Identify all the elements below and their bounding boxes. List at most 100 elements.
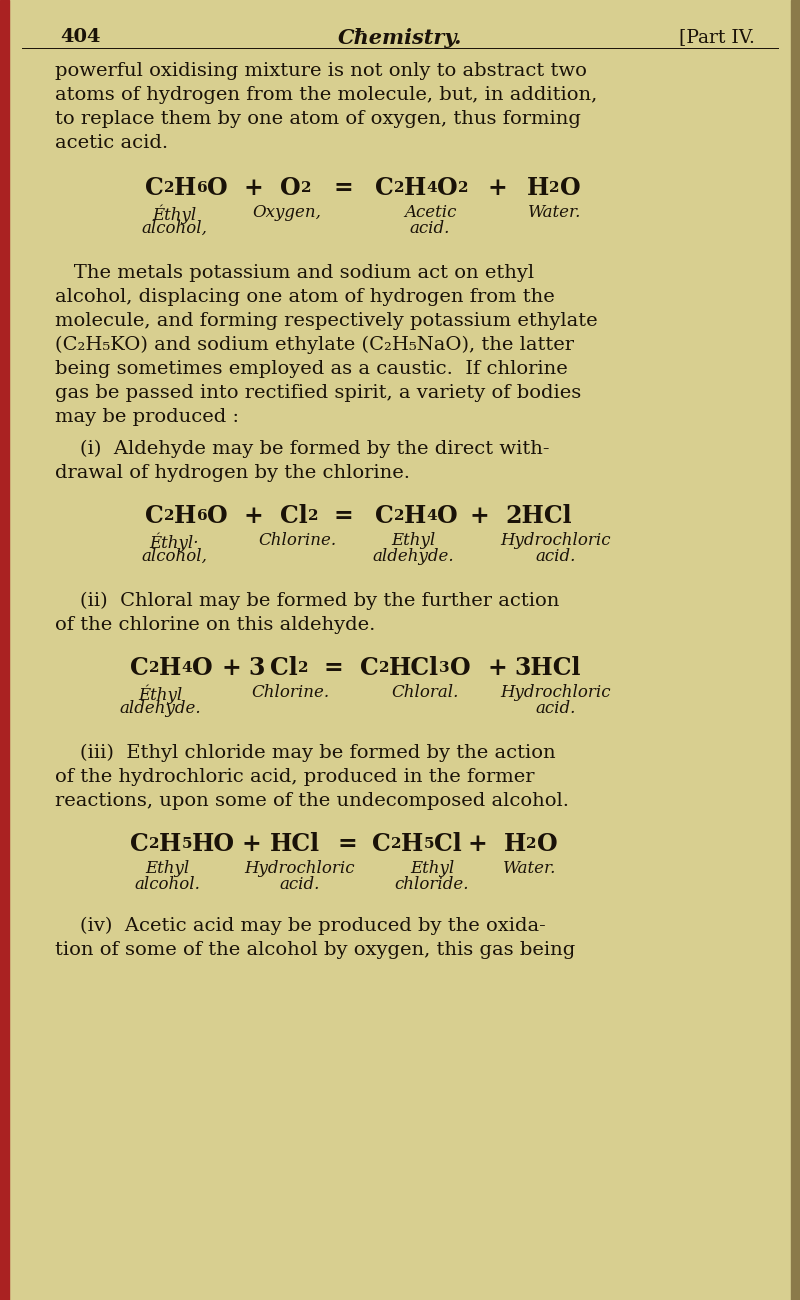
Text: O: O bbox=[438, 176, 458, 200]
Text: 4: 4 bbox=[182, 660, 192, 675]
Text: =: = bbox=[337, 832, 357, 855]
Text: +: + bbox=[470, 504, 490, 528]
Text: Hydrochloric: Hydrochloric bbox=[245, 861, 355, 878]
Text: acid.: acid. bbox=[410, 220, 450, 237]
Text: (iv)  Acetic acid may be produced by the oxida-: (iv) Acetic acid may be produced by the … bbox=[55, 916, 546, 935]
Text: O: O bbox=[438, 504, 458, 528]
Text: H: H bbox=[402, 832, 424, 855]
Text: C: C bbox=[130, 832, 149, 855]
Text: 2: 2 bbox=[149, 837, 159, 852]
Text: 6: 6 bbox=[197, 510, 207, 523]
Text: 2: 2 bbox=[526, 837, 537, 852]
Text: acid.: acid. bbox=[280, 876, 320, 893]
Text: 3HCl: 3HCl bbox=[514, 656, 581, 680]
Text: Cl: Cl bbox=[434, 832, 462, 855]
Text: 2: 2 bbox=[458, 181, 468, 195]
Text: C: C bbox=[130, 656, 149, 680]
Text: to replace them by one atom of oxygen, thus forming: to replace them by one atom of oxygen, t… bbox=[55, 111, 581, 127]
Text: H: H bbox=[159, 656, 182, 680]
Text: C: C bbox=[375, 176, 394, 200]
Text: (C₂H₅KO) and sodium ethylate (C₂H₅NaO), the latter: (C₂H₅KO) and sodium ethylate (C₂H₅NaO), … bbox=[55, 335, 574, 354]
Text: [Part IV.: [Part IV. bbox=[679, 29, 755, 46]
Bar bbox=[791, 0, 800, 1300]
Text: +: + bbox=[243, 504, 262, 528]
Text: H: H bbox=[527, 176, 550, 200]
Text: O: O bbox=[207, 176, 228, 200]
Text: O: O bbox=[450, 656, 470, 680]
Text: Cħemistry.: Cħemistry. bbox=[338, 29, 462, 48]
Text: chloride.: chloride. bbox=[394, 876, 470, 893]
Text: alcohol,: alcohol, bbox=[141, 549, 207, 566]
Text: powerful oxidising mixture is not only to abstract two: powerful oxidising mixture is not only t… bbox=[55, 62, 587, 81]
Text: 2: 2 bbox=[164, 510, 174, 523]
Text: C: C bbox=[375, 504, 394, 528]
Text: C: C bbox=[372, 832, 390, 855]
Bar bbox=[0, 0, 9, 1300]
Text: acid.: acid. bbox=[536, 549, 576, 566]
Text: Chlorine.: Chlorine. bbox=[258, 532, 336, 549]
Text: gas be passed into rectified spirit, a variety of bodies: gas be passed into rectified spirit, a v… bbox=[55, 384, 582, 402]
Text: 2: 2 bbox=[378, 660, 390, 675]
Text: 3: 3 bbox=[439, 660, 450, 675]
Text: C: C bbox=[360, 656, 378, 680]
Text: 3: 3 bbox=[248, 656, 264, 680]
Text: C: C bbox=[145, 504, 164, 528]
Text: O: O bbox=[560, 176, 581, 200]
Text: H: H bbox=[404, 176, 426, 200]
Text: 6: 6 bbox=[197, 181, 207, 195]
Text: O: O bbox=[537, 832, 558, 855]
Text: atoms of hydrogen from the molecule, but, in addition,: atoms of hydrogen from the molecule, but… bbox=[55, 86, 598, 104]
Text: +: + bbox=[243, 176, 262, 200]
Text: 2: 2 bbox=[394, 510, 404, 523]
Text: Water.: Water. bbox=[503, 861, 557, 878]
Text: Hydrochloric: Hydrochloric bbox=[501, 532, 611, 549]
Text: molecule, and forming respectively potassium ethylate: molecule, and forming respectively potas… bbox=[55, 312, 598, 330]
Text: Chloral.: Chloral. bbox=[391, 684, 458, 701]
Text: 404: 404 bbox=[60, 29, 101, 46]
Text: Oxygen,: Oxygen, bbox=[253, 204, 322, 221]
Text: H: H bbox=[404, 504, 426, 528]
Text: 2: 2 bbox=[390, 837, 402, 852]
Text: acetic acid.: acetic acid. bbox=[55, 134, 168, 152]
Text: Cl: Cl bbox=[270, 656, 298, 680]
Text: Hydrochloric: Hydrochloric bbox=[501, 684, 611, 701]
Text: Water.: Water. bbox=[528, 204, 582, 221]
Text: 5: 5 bbox=[424, 837, 434, 852]
Text: +: + bbox=[468, 832, 488, 855]
Text: HO: HO bbox=[192, 832, 235, 855]
Text: =: = bbox=[333, 176, 353, 200]
Text: O: O bbox=[280, 176, 301, 200]
Text: may be produced :: may be produced : bbox=[55, 408, 239, 426]
Text: Ethyl: Ethyl bbox=[410, 861, 454, 878]
Text: Ethyl: Ethyl bbox=[391, 532, 435, 549]
Text: O: O bbox=[207, 504, 228, 528]
Text: 2: 2 bbox=[301, 181, 311, 195]
Text: 4: 4 bbox=[426, 510, 438, 523]
Text: (i)  Aldehyde may be formed by the direct with-: (i) Aldehyde may be formed by the direct… bbox=[55, 439, 550, 459]
Text: Éthyl·: Éthyl· bbox=[150, 532, 198, 551]
Text: aldehyde.: aldehyde. bbox=[119, 699, 201, 718]
Text: 4: 4 bbox=[426, 181, 438, 195]
Text: 2: 2 bbox=[308, 510, 318, 523]
Text: C: C bbox=[145, 176, 164, 200]
Text: being sometimes employed as a caustic.  If chlorine: being sometimes employed as a caustic. I… bbox=[55, 360, 568, 378]
Text: of the chlorine on this aldehyde.: of the chlorine on this aldehyde. bbox=[55, 616, 375, 634]
Text: of the hydrochloric acid, produced in the former: of the hydrochloric acid, produced in th… bbox=[55, 768, 534, 786]
Text: +: + bbox=[488, 176, 508, 200]
Text: =: = bbox=[323, 656, 342, 680]
Text: Éthyl: Éthyl bbox=[138, 684, 182, 703]
Text: 2: 2 bbox=[298, 660, 308, 675]
Text: alcohol.: alcohol. bbox=[134, 876, 200, 893]
Text: aldehyde.: aldehyde. bbox=[372, 549, 454, 566]
Text: 2: 2 bbox=[394, 181, 404, 195]
Text: (iii)  Ethyl chloride may be formed by the action: (iii) Ethyl chloride may be formed by th… bbox=[55, 744, 556, 762]
Text: (ii)  Chloral may be formed by the further action: (ii) Chloral may be formed by the furthe… bbox=[55, 592, 559, 610]
Text: 2HCl: 2HCl bbox=[505, 504, 572, 528]
Text: acid.: acid. bbox=[536, 699, 576, 718]
Text: +: + bbox=[242, 832, 262, 855]
Text: Cl: Cl bbox=[280, 504, 308, 528]
Text: 2: 2 bbox=[149, 660, 159, 675]
Text: 5: 5 bbox=[182, 837, 192, 852]
Text: H: H bbox=[504, 832, 526, 855]
Text: alcohol, displacing one atom of hydrogen from the: alcohol, displacing one atom of hydrogen… bbox=[55, 289, 554, 306]
